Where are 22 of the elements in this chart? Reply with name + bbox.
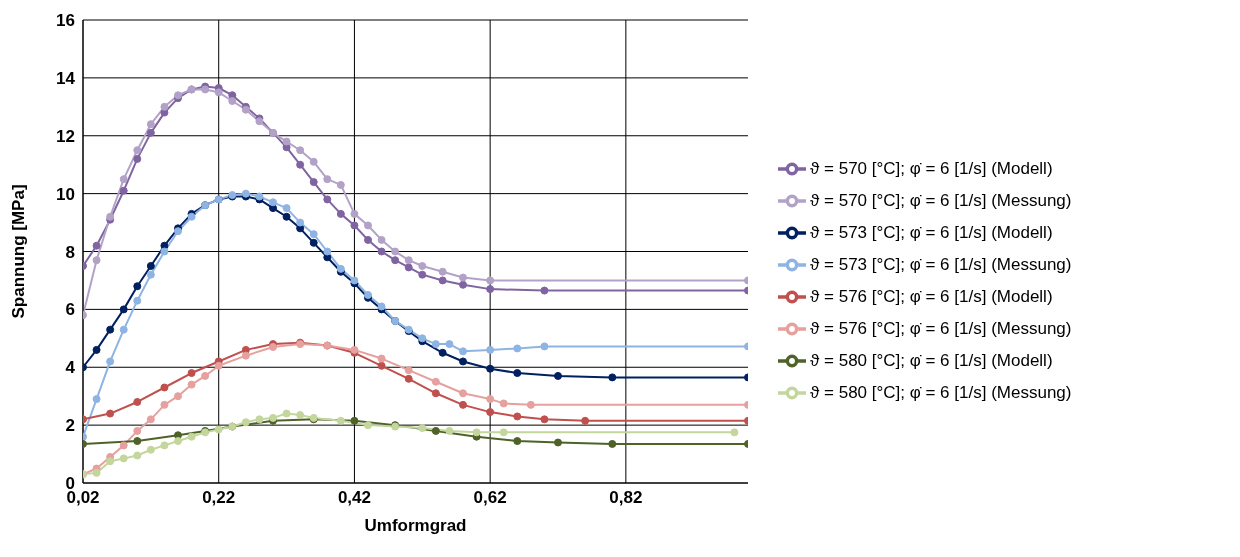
y-tick-label: 12 xyxy=(56,126,75,146)
y-tick-label: 2 xyxy=(65,416,75,436)
legend-label: ϑ = 573 [°C]; φ̇ = 6 [1/s] (Messung) xyxy=(810,254,1072,274)
legend-label: ϑ = 573 [°C]; φ̇ = 6 [1/s] (Modell) xyxy=(810,222,1053,242)
x-tick-label: 0,82 xyxy=(609,488,643,508)
legend-label: ϑ = 576 [°C]; φ̇ = 6 [1/s] (Modell) xyxy=(810,286,1053,306)
x-tick-label: 0,42 xyxy=(337,488,371,508)
legend-label: ϑ = 570 [°C]; φ̇ = 6 [1/s] (Messung) xyxy=(810,190,1072,210)
x-axis-title: Umformgrad xyxy=(364,516,467,535)
x-tick-label: 0,22 xyxy=(202,488,236,508)
legend-label: ϑ = 580 [°C]; φ̇ = 6 [1/s] (Messung) xyxy=(810,382,1072,402)
y-tick-label: 16 xyxy=(56,11,75,31)
y-tick-label: 14 xyxy=(56,68,76,88)
x-tick-label: 0,62 xyxy=(473,488,507,508)
legend-label: ϑ = 580 [°C]; φ̇ = 6 [1/s] (Modell) xyxy=(810,350,1053,370)
y-tick-label: 10 xyxy=(56,184,75,204)
y-axis-title: Spannung [MPa] xyxy=(9,184,29,319)
legend-label: ϑ = 576 [°C]; φ̇ = 6 [1/s] (Messung) xyxy=(810,318,1072,338)
y-tick-label: 4 xyxy=(65,358,76,378)
legend-label: ϑ = 570 [°C]; φ̇ = 6 [1/s] (Modell) xyxy=(810,158,1053,178)
y-tick-label: 6 xyxy=(65,300,75,320)
y-tick-label: 8 xyxy=(65,242,75,262)
